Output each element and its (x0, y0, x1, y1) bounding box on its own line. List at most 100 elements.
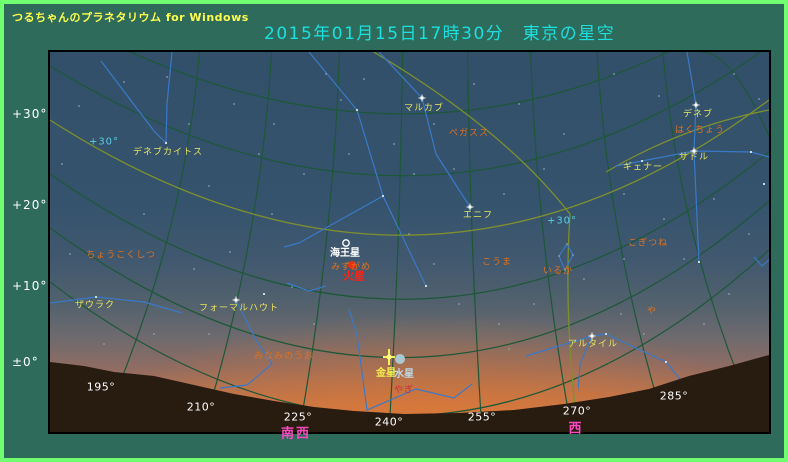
star (563, 133, 565, 135)
star (458, 303, 460, 305)
mercury-symbol (395, 354, 405, 364)
altitude-label: +30° (12, 107, 48, 121)
star (433, 123, 435, 125)
star (208, 333, 210, 335)
grid-arc (50, 200, 769, 359)
star (303, 173, 305, 175)
star (165, 142, 167, 144)
star (325, 73, 327, 75)
star (420, 96, 424, 100)
constellation-line (50, 296, 183, 314)
sky-chart[interactable]: デネブカイトス ちょうこくしつ ザウラク フォーマルハウト みなみのうお マルカブ ペガスス… (48, 50, 771, 434)
star (763, 183, 765, 185)
star (683, 258, 685, 260)
star (758, 98, 760, 100)
constellation-line (219, 299, 273, 389)
star (143, 213, 145, 215)
star (453, 168, 455, 170)
star (692, 149, 696, 153)
star (698, 261, 700, 263)
star (663, 218, 665, 220)
star (382, 195, 384, 197)
neptune-symbol (342, 239, 350, 247)
star (425, 285, 427, 287)
star (123, 81, 125, 83)
star (153, 333, 155, 335)
star (193, 268, 195, 270)
mars-symbol (348, 261, 356, 269)
direction-label: 南西 (280, 426, 312, 442)
star (233, 103, 235, 105)
star (658, 95, 660, 97)
grid-azimuth-line (201, 52, 273, 432)
star (95, 296, 97, 298)
star (748, 233, 750, 235)
star (613, 73, 615, 75)
grid-azimuth-line (530, 52, 573, 432)
star (408, 233, 410, 235)
star (703, 323, 705, 325)
star (166, 76, 168, 78)
constellation-line (348, 308, 473, 411)
ecliptic-line (50, 99, 769, 236)
star (590, 334, 594, 338)
star (103, 343, 105, 345)
star (363, 78, 365, 80)
star (348, 153, 350, 155)
star (543, 168, 545, 170)
constellation-line (100, 60, 167, 144)
star (733, 73, 735, 75)
altitude-label: ±0° (12, 355, 39, 369)
star (263, 293, 265, 295)
star (566, 243, 568, 245)
constellation-line (165, 52, 173, 144)
star (313, 323, 315, 325)
star (78, 105, 80, 107)
constellation-line (378, 52, 423, 99)
sky-svg (50, 52, 769, 432)
star (623, 193, 625, 195)
constellation-line (286, 282, 327, 292)
grid-arc (128, 52, 669, 115)
app-title: つるちゃんのプラネタリウム for Windows (12, 11, 249, 24)
star (641, 160, 643, 162)
star (258, 153, 260, 155)
constellation-line (283, 195, 427, 287)
grid-arc (50, 151, 769, 300)
star (750, 151, 752, 153)
star (564, 269, 566, 271)
star (468, 205, 472, 209)
star (558, 255, 560, 257)
star (728, 293, 730, 295)
star (498, 323, 500, 325)
star (234, 298, 238, 302)
star (583, 278, 585, 280)
star (572, 254, 574, 256)
star (229, 251, 231, 253)
star (623, 258, 625, 260)
grid-azimuth-line (467, 52, 483, 432)
venus-symbol (386, 354, 392, 360)
altitude-label: +10° (12, 279, 48, 293)
direction-label: 西 (568, 421, 584, 437)
star (69, 253, 71, 255)
star (356, 109, 358, 111)
star (61, 163, 63, 165)
constellation-line (421, 97, 471, 208)
horizon-silhouette (50, 355, 769, 432)
constellation-line (577, 335, 593, 393)
star (665, 361, 667, 363)
star (188, 123, 190, 125)
star (208, 185, 210, 187)
ecliptic-line (372, 52, 576, 407)
star (413, 173, 415, 175)
grid-azimuth-line (388, 52, 404, 432)
constellation-line (558, 243, 574, 272)
star (533, 303, 535, 305)
star (694, 103, 698, 107)
star (273, 123, 275, 125)
star (473, 83, 475, 85)
star (508, 348, 510, 350)
constellation-line (753, 256, 769, 267)
